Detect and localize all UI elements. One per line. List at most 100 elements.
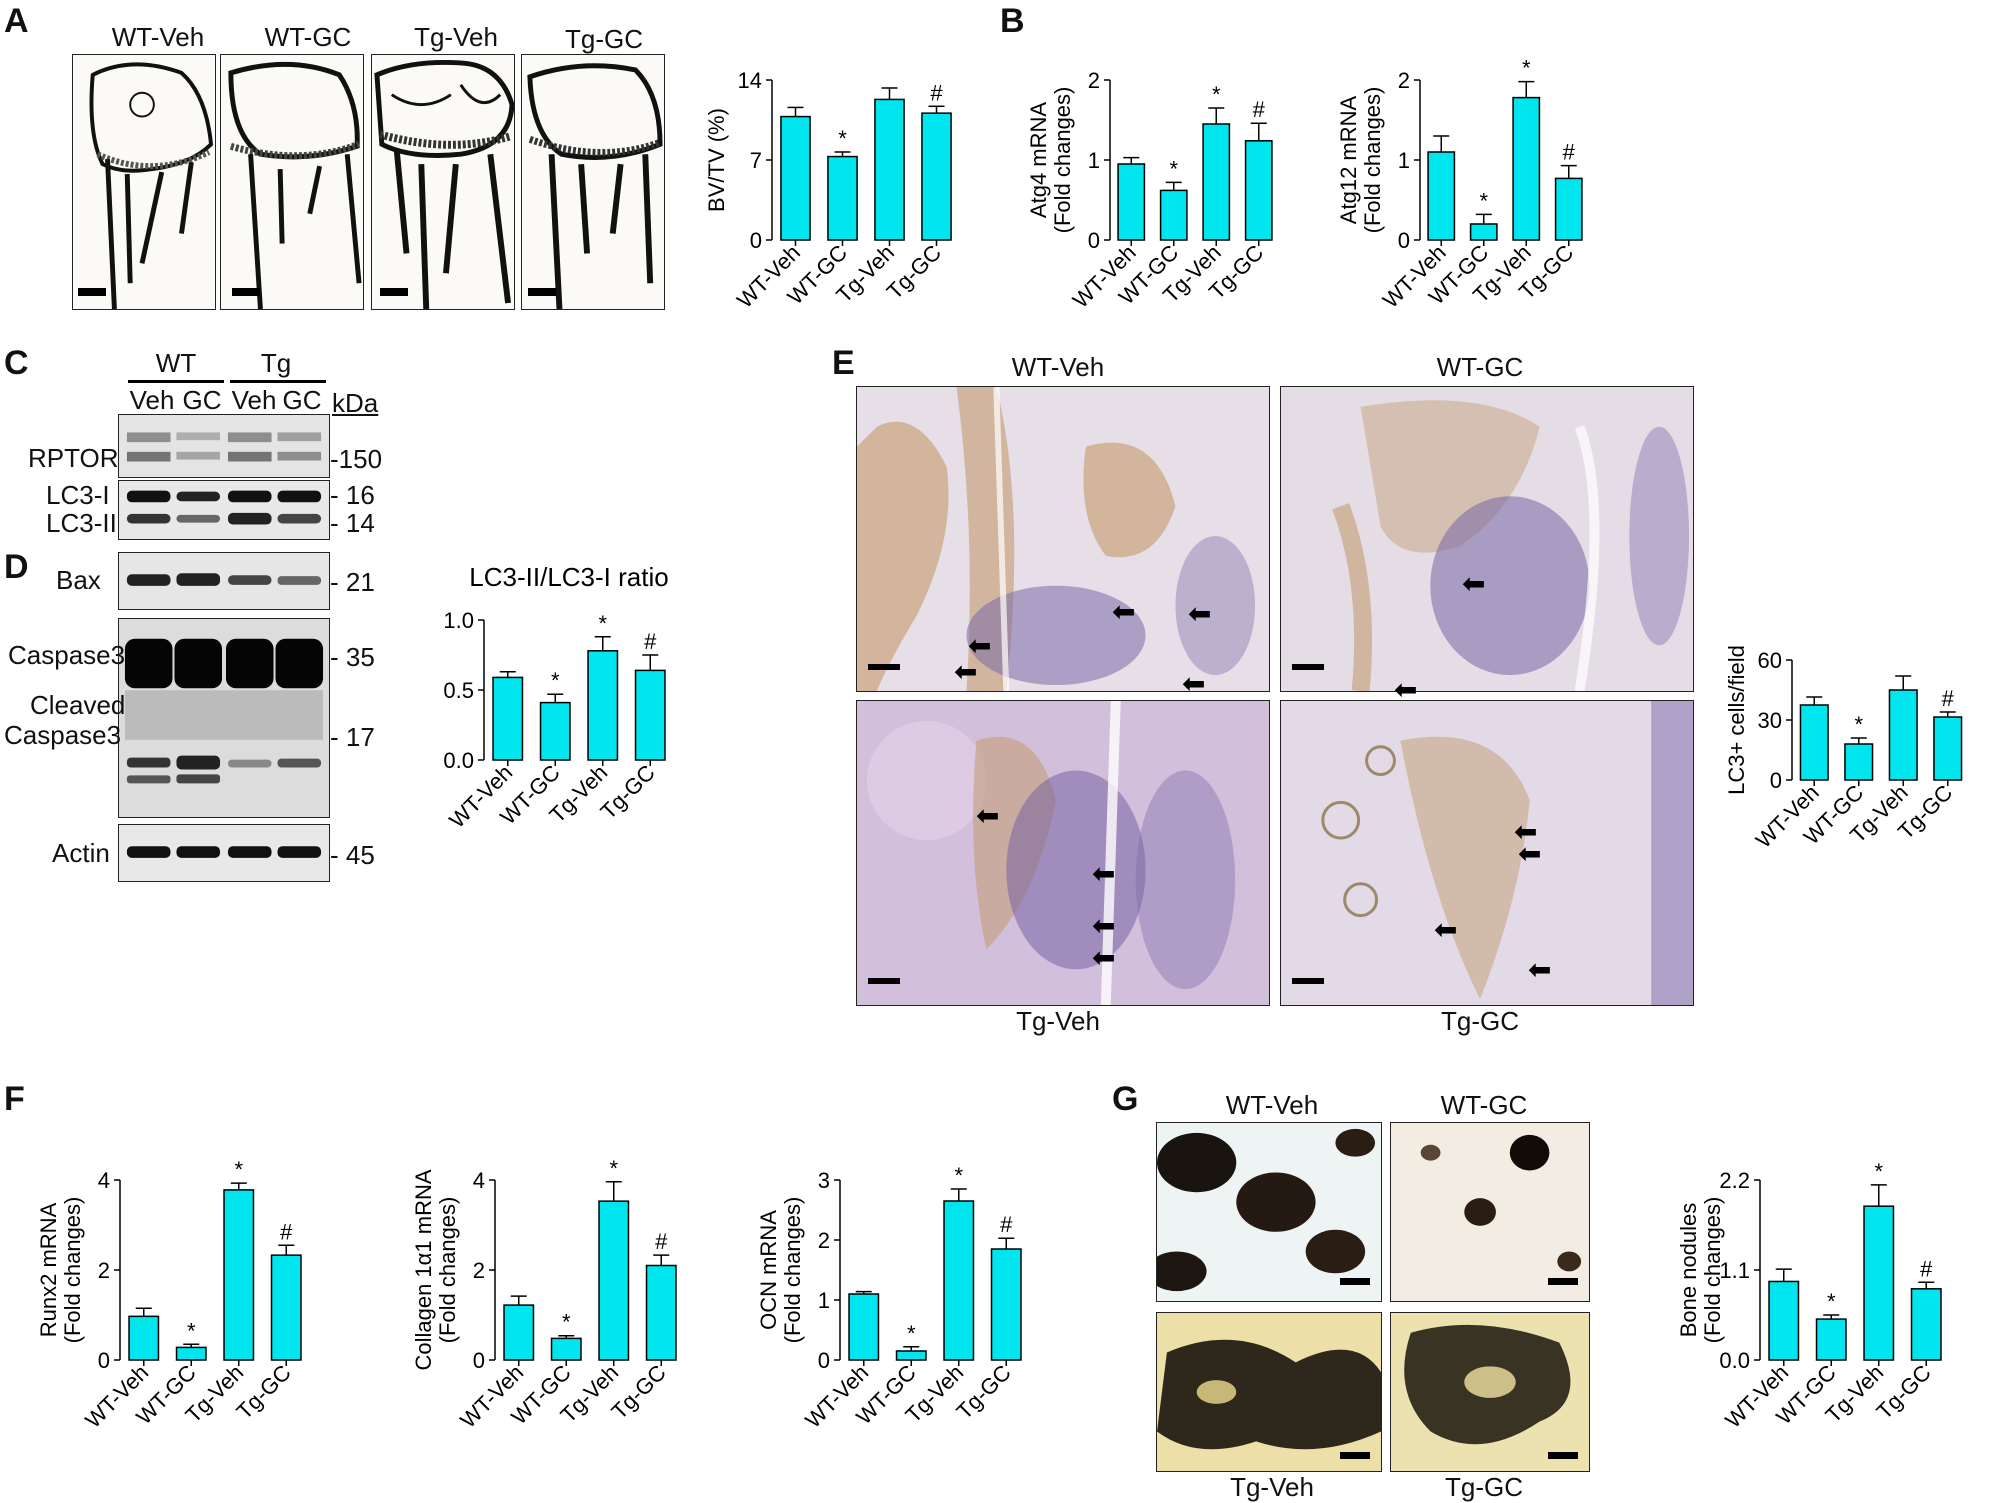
arrow-icon: ⬅: [1092, 942, 1116, 973]
bar: [921, 112, 952, 241]
panel-letter-a: A: [4, 2, 29, 40]
bar: [270, 1254, 302, 1361]
y-axis-label: Atg12 mRNA: [1336, 95, 1361, 224]
chart-runx2: 0 2 4 Runx2 mRNA (Fold changes) WT-Veh * WT-GC *…: [20, 1157, 350, 1460]
scale-bar: [380, 288, 408, 296]
scale-bar: [232, 288, 260, 296]
y-tick-label: 0: [818, 1348, 830, 1373]
x-tick-label: Tg-GC: [231, 1360, 295, 1424]
bar: [1427, 151, 1456, 241]
scale-bar: [1548, 1278, 1578, 1285]
bar: [503, 1304, 535, 1361]
arrow-icon: ⬅: [1434, 914, 1458, 945]
bar: [848, 1293, 880, 1361]
y-axis-label: Atg4 mRNA: [1026, 102, 1051, 218]
y-tick-label: 0: [1088, 228, 1100, 253]
significance-star: *: [234, 1157, 243, 1182]
arrow-icon: ⬅: [968, 630, 992, 661]
group-line-wt: [128, 380, 224, 383]
blot-label-caspase3: Caspase3: [8, 640, 126, 670]
blot-bax: [118, 552, 330, 610]
bar: [1844, 743, 1874, 781]
blot-label-cleaved-caspase3: Caspase3: [4, 720, 122, 750]
bar: [1512, 96, 1541, 241]
image-label-tg-veh: Tg-Veh: [1016, 1006, 1100, 1036]
chart-ocn: 0 1 2 3 OCN mRNA (Fold changes) WT-Veh * WT-GC * T…: [740, 1160, 1070, 1460]
blot-lc3: [118, 480, 330, 540]
significance-star: *: [1169, 156, 1178, 181]
marker-17: - 17: [330, 722, 375, 752]
image-label-wt-veh: WT-Veh: [1011, 352, 1105, 382]
y-tick-label: 0: [473, 1348, 485, 1373]
significance-star: *: [1827, 1289, 1836, 1314]
image-label-wt-gc: WT-GC: [264, 22, 352, 52]
kda-label: kDa: [332, 388, 379, 418]
group-label-wt: WT: [155, 348, 197, 378]
blot-label-cleaved: Cleaved: [30, 690, 126, 720]
marker-150: -150: [330, 444, 383, 474]
blot-actin: [118, 824, 330, 882]
arrow-icon: ⬅: [1514, 816, 1538, 847]
chart-bone-nodules: 0.0 1.1 2.2 Bone nodules (Fold changes) WT-Ve…: [1660, 1159, 1990, 1460]
bar: [1244, 140, 1273, 241]
panel-letter-g: G: [1112, 1080, 1139, 1118]
y-axis-label-units: (Fold changes): [780, 1197, 805, 1344]
bar: [1815, 1318, 1847, 1361]
x-tick-label: Tg-GC: [595, 760, 659, 824]
y-axis-label-units: (Fold changes): [60, 1197, 85, 1344]
panel-letter-c: C: [4, 344, 29, 382]
bar: [895, 1350, 927, 1361]
chart-col1a1: 0 2 4 Collagen 1α1 mRNA (Fold changes) WT-Veh…: [395, 1156, 725, 1460]
image-label-tg-gc: Tg-GC: [1441, 1006, 1519, 1036]
bar: [492, 676, 524, 761]
significance-hash: #: [930, 80, 943, 105]
y-tick-label: 0: [98, 1348, 110, 1373]
bar: [1159, 189, 1188, 241]
image-label-wt-gc: WT-GC: [1440, 1090, 1528, 1120]
blot-rptor: [118, 414, 330, 478]
scale-bar: [1292, 978, 1324, 984]
chart-lc3-ratio: 0.0 0.5 1.0 LC3-II/LC3-I ratio WT-Veh * WT-GC *…: [420, 560, 760, 860]
significance-star: *: [1212, 82, 1221, 107]
y-axis-label-units: (Fold changes): [1360, 87, 1385, 234]
scale-bar: [528, 288, 556, 296]
chart-bvtv: 0 7 14 BV/TV (%) WT-Veh * WT-GC Tg-Veh # Tg-GC: [690, 60, 980, 340]
marker-16: - 16: [330, 480, 375, 510]
y-axis-label-units: (Fold changes): [1050, 87, 1075, 234]
arrow-icon: ⬅: [1092, 910, 1116, 941]
y-tick-label: 7: [750, 148, 762, 173]
y-tick-label: 1: [1088, 148, 1100, 173]
bar: [175, 1346, 207, 1361]
bar: [1863, 1205, 1895, 1361]
significance-hash: #: [280, 1219, 293, 1244]
x-tick-label: Tg-GC: [606, 1360, 670, 1424]
bar: [1799, 704, 1829, 781]
significance-hash: #: [1942, 686, 1955, 711]
x-tick-label: Tg-GC: [951, 1360, 1015, 1424]
significance-star: *: [907, 1321, 916, 1346]
bar: [587, 650, 619, 761]
scale-bar: [1340, 1452, 1370, 1459]
scale-bar: [868, 978, 900, 984]
ihc-image-tg-gc: [1280, 700, 1694, 1006]
bar: [1554, 177, 1583, 241]
blot-label-actin: Actin: [52, 838, 110, 868]
y-tick-label: 2: [1088, 68, 1100, 93]
blot-label-bax: Bax: [56, 565, 101, 595]
y-tick-label: 0.0: [443, 748, 474, 773]
y-tick-label: 1.1: [1719, 1258, 1750, 1283]
bar: [550, 1337, 582, 1361]
significance-hash: #: [1920, 1256, 1933, 1281]
y-axis-label: Bone nodules: [1676, 1203, 1701, 1338]
y-tick-label: 0.5: [443, 678, 474, 703]
arrow-icon: ⬅: [1182, 668, 1206, 699]
significance-star: *: [1874, 1159, 1883, 1184]
panel-letter-e: E: [832, 344, 855, 382]
arrow-icon: ⬅: [1188, 598, 1212, 629]
